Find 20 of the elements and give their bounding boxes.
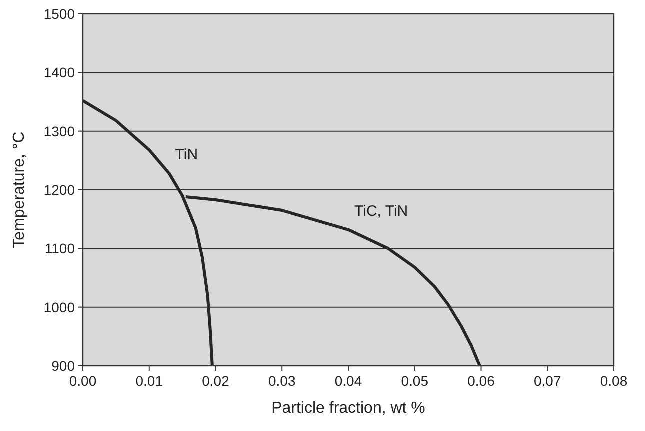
x-tick-label: 0.05 [401, 373, 429, 389]
x-axis-title: Particle fraction, wt % [272, 400, 426, 417]
x-tick-label: 0.06 [468, 373, 496, 389]
y-tick-label: 1400 [44, 64, 76, 81]
series-label: TiN [175, 146, 198, 164]
x-tick-label: 0.02 [202, 373, 230, 389]
x-tick-label: 0.04 [334, 373, 362, 389]
y-tick-label: 1300 [44, 123, 76, 140]
y-tick-label: 1200 [44, 182, 76, 198]
x-tick-label: 0.07 [534, 373, 562, 389]
y-tick-label: 1000 [44, 299, 76, 316]
x-tick-label: 0.00 [69, 373, 97, 389]
series-label: TiC, TiN [354, 202, 408, 220]
y-tick-label: 1100 [44, 240, 76, 257]
x-tick-label: 0.08 [600, 373, 628, 389]
y-axis-title: Temperature, °C [11, 132, 28, 248]
y-tick-label: 1500 [44, 6, 76, 22]
y-tick-label: 900 [52, 358, 76, 374]
x-tick-label: 0.03 [268, 373, 296, 389]
x-tick-label: 0.01 [136, 373, 164, 389]
